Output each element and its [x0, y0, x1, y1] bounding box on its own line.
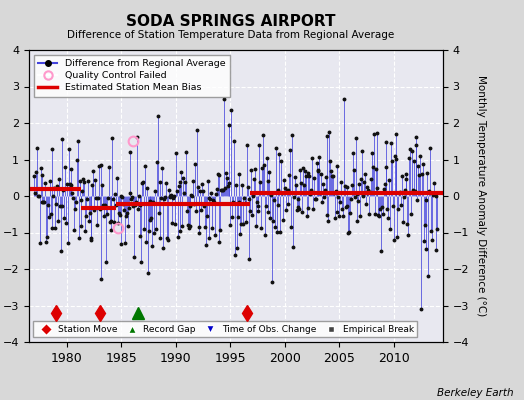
Text: Difference of Station Temperature Data from Regional Average: Difference of Station Temperature Data f…	[67, 30, 394, 40]
Text: Berkeley Earth: Berkeley Earth	[437, 388, 514, 398]
Y-axis label: Monthly Temperature Anomaly Difference (°C): Monthly Temperature Anomaly Difference (…	[476, 75, 486, 317]
Text: SODA SPRINGS AIRPORT: SODA SPRINGS AIRPORT	[126, 14, 335, 29]
Legend: Station Move, Record Gap, Time of Obs. Change, Empirical Break: Station Move, Record Gap, Time of Obs. C…	[34, 321, 417, 338]
